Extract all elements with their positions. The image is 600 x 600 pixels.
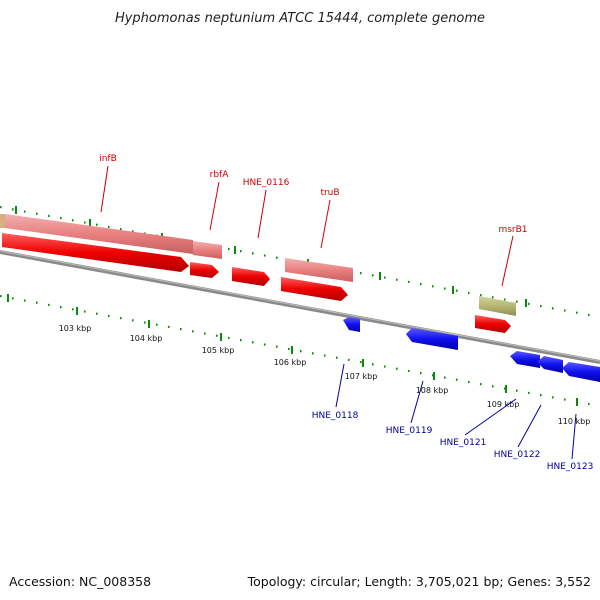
cds-arrow-msrB1[interactable] (475, 315, 511, 333)
cds-arrow-rbfA[interactable] (190, 262, 219, 278)
reverse-tick-track (0, 294, 600, 408)
gene-label-HNE_0123[interactable]: HNE_0123 (547, 462, 594, 472)
cds-arrow-HNE_0123[interactable] (562, 362, 600, 382)
gene-bar-truB[interactable] (285, 258, 353, 282)
gene-label-HNE_0118[interactable]: HNE_0118 (312, 411, 359, 421)
kbp-label-108: 108 kbp (416, 386, 449, 395)
forward-gene-labels: infB rbfA HNE_0116 truB msrB1 (99, 154, 528, 287)
gene-label-truB[interactable]: truB (320, 188, 339, 198)
gene-label-HNE_0116[interactable]: HNE_0116 (243, 178, 290, 188)
genome-summary-text: Topology: circular; Length: 3,705,021 bp… (247, 574, 591, 589)
kbp-label-110: 110 kbp (558, 417, 591, 426)
accession-text: Accession: NC_008358 (9, 574, 151, 589)
reverse-gene-labels: HNE_0118 HNE_0119 HNE_0121 HNE_0122 HNE_… (312, 363, 594, 472)
genome-backbone (0, 250, 600, 364)
map-title: Hyphomonas neptunium ATCC 15444, complet… (115, 11, 485, 26)
reverse-cds-arrows (343, 317, 600, 382)
kbp-label-104: 104 kbp (130, 334, 163, 343)
feature-bar-msrB1[interactable] (479, 296, 516, 316)
gene-label-msrB1[interactable]: msrB1 (498, 225, 527, 235)
gene-label-HNE_0119[interactable]: HNE_0119 (386, 426, 433, 436)
kbp-label-105: 105 kbp (202, 346, 235, 355)
gene-bar-rbfA[interactable] (193, 241, 222, 259)
gene-label-HNE_0121[interactable]: HNE_0121 (440, 438, 487, 448)
gene-label-infB[interactable]: infB (99, 154, 117, 164)
cds-arrow-truB[interactable] (281, 277, 348, 301)
cds-arrow-HNE_0119[interactable] (406, 328, 458, 350)
forward-cds-arrows (2, 233, 511, 333)
cds-arrow-infB[interactable] (2, 233, 189, 272)
forward-gene-bars (0, 214, 353, 282)
kbp-label-109: 109 kbp (487, 400, 520, 409)
cds-arrow-HNE_0116[interactable] (232, 267, 270, 286)
cds-arrow-HNE_0122[interactable] (537, 356, 563, 373)
gene-label-rbfA[interactable]: rbfA (210, 170, 230, 180)
gene-label-HNE_0122[interactable]: HNE_0122 (494, 450, 541, 460)
cds-arrow-HNE_0118[interactable] (343, 317, 360, 332)
cds-arrow-HNE_0121[interactable] (510, 351, 540, 368)
kbp-label-106: 106 kbp (274, 358, 307, 367)
gene-bar-infB[interactable] (5, 214, 193, 254)
kbp-label-103: 103 kbp (59, 324, 92, 333)
kbp-label-107: 107 kbp (345, 372, 378, 381)
